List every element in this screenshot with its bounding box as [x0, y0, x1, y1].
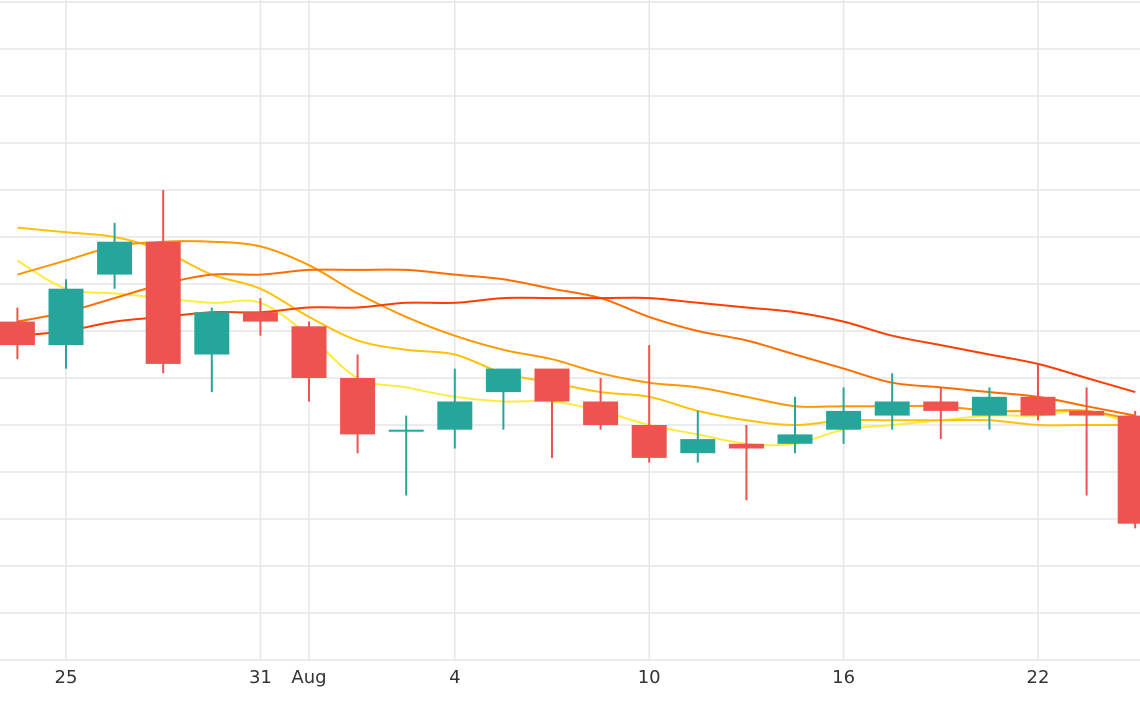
candle-body-up	[680, 439, 716, 454]
x-tick-label: Aug	[291, 667, 326, 688]
candle-body-down	[1020, 396, 1056, 416]
candle-body-up	[777, 434, 813, 444]
candle-body-up	[485, 368, 521, 393]
candle-body-up	[48, 288, 84, 346]
candles	[0, 190, 1140, 529]
candle-body-down	[1117, 415, 1140, 524]
moving-average-line	[17, 268, 1136, 417]
x-tick-label: 4	[449, 667, 460, 688]
candle-body-up	[971, 396, 1007, 416]
candle-body-down	[631, 425, 667, 458]
candle-body-up	[826, 410, 862, 430]
candle-body-down	[923, 401, 959, 411]
candle-body-down	[728, 443, 764, 449]
candle-body-up	[437, 401, 473, 430]
x-axis-labels: 25 31 Aug 4 10 16 22	[55, 667, 1050, 688]
candle-body-down	[145, 241, 181, 364]
candle-body-down	[0, 321, 35, 346]
x-tick-label: 31	[249, 667, 272, 688]
x-tick-label: 22	[1027, 667, 1050, 688]
x-tick-label: 25	[55, 667, 78, 688]
candle-body-down	[1069, 410, 1105, 416]
x-tick-label: 10	[638, 667, 661, 688]
candle-body-down	[291, 326, 327, 378]
candle-body-down	[583, 401, 619, 425]
x-tick-label: 16	[832, 667, 855, 688]
candle-body-up	[388, 429, 424, 432]
moving-average-line	[17, 226, 1136, 427]
candle-body-up	[874, 401, 910, 416]
candle-body-up	[194, 312, 230, 355]
candle-body-down	[340, 378, 376, 435]
moving-average-lines	[16, 226, 1136, 447]
candle-body-down	[242, 312, 278, 322]
candle-body-up	[97, 241, 133, 275]
candle-body-down	[534, 368, 570, 402]
grid-lines	[0, 0, 1140, 661]
